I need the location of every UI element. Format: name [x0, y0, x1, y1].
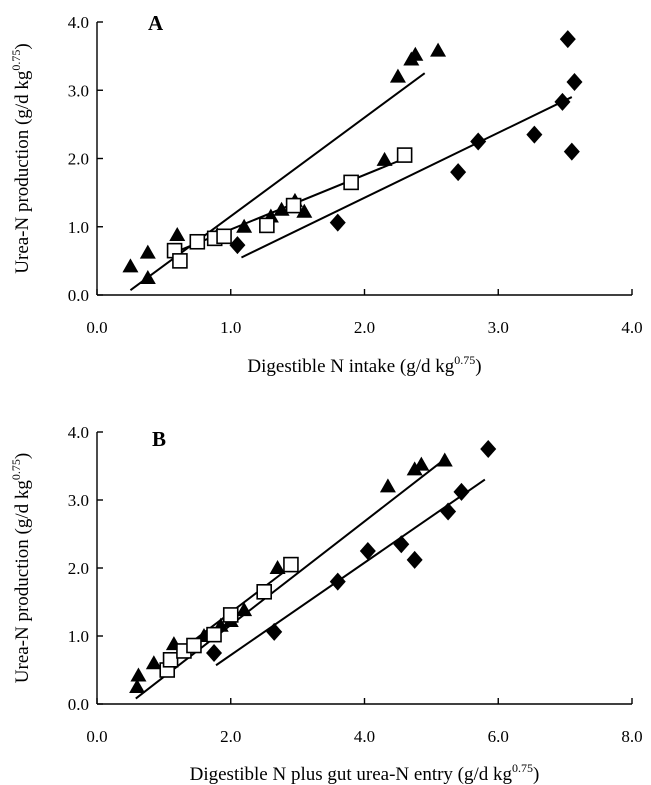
y-axis-title-close: )	[12, 453, 33, 459]
x-tick-label: 8.0	[621, 727, 642, 746]
y-tick-label: 1.0	[68, 627, 89, 646]
square-point	[343, 174, 359, 191]
y-tick-label: 2.0	[68, 150, 89, 169]
triangle-point	[139, 269, 156, 284]
square-point	[186, 637, 202, 654]
triangle-point	[430, 42, 447, 57]
diamond-point	[359, 542, 376, 560]
square-point	[256, 583, 272, 600]
y-tick-label: 0.0	[68, 695, 89, 714]
x-tick-label: 2.0	[220, 727, 241, 746]
y-axis-title: Urea-N production (g/d kg0.75)	[9, 453, 33, 683]
diamond-point	[559, 30, 576, 49]
triangle-point	[145, 655, 162, 670]
triangle-point	[413, 456, 430, 471]
y-tick-label: 2.0	[68, 559, 89, 578]
panel-label: A	[148, 11, 164, 35]
y-tick-label: 3.0	[68, 491, 89, 510]
triangle-point	[389, 68, 406, 83]
x-axis-title-text: Digestible N plus gut urea-N entry (g/d …	[190, 764, 513, 785]
triangle-point	[129, 679, 146, 693]
triangle-point	[296, 203, 313, 218]
square-point	[206, 626, 222, 643]
y-axis-title-exponent: 0.75	[9, 459, 23, 480]
triangle-point	[436, 452, 453, 467]
panel-a: 0.0 1.0 2.0 3.0 4.0 0.0 1.0 2.0 3.0 4.0 A Digestibl…	[9, 11, 643, 377]
square-point	[162, 651, 179, 668]
diamond-point	[266, 622, 283, 641]
y-tick-label: 4.0	[68, 423, 89, 442]
square-point	[172, 253, 188, 269]
x-tick-label: 4.0	[621, 318, 642, 337]
diamond-point	[440, 502, 457, 521]
x-tick-label: 0.0	[86, 318, 107, 337]
diamond-point	[453, 482, 470, 501]
diamond-point	[480, 440, 497, 458]
square-point	[216, 228, 232, 245]
diamond-point	[329, 572, 346, 591]
diamond-point	[554, 92, 571, 111]
y-axis-title-text: Urea-N production (g/d kg	[12, 480, 33, 684]
diamond-point	[406, 550, 423, 569]
diamond-point	[470, 132, 487, 151]
x-tick-label: 6.0	[488, 727, 509, 746]
regression-line-diamond	[241, 96, 573, 259]
x-tick-label: 4.0	[354, 727, 375, 746]
square-point	[189, 233, 206, 250]
square-point	[259, 217, 275, 234]
square-point	[285, 197, 302, 214]
square-point	[396, 147, 413, 163]
series-open-square	[166, 147, 413, 269]
y-axis-title-text: Urea-N production (g/d kg	[12, 70, 33, 274]
diamond-point	[393, 535, 410, 554]
series-open-square	[159, 556, 299, 678]
regression-line-diamond	[215, 478, 486, 667]
y-tick-label: 4.0	[68, 13, 89, 32]
x-axis-title: Digestible N plus gut urea-N entry (g/d …	[190, 761, 540, 785]
diamond-point	[229, 236, 246, 255]
y-tick-label: 0.0	[68, 286, 89, 305]
diamond-point	[206, 644, 223, 662]
x-axis-title-text: Digestible N intake (g/d kg	[247, 356, 454, 377]
series-diamond	[206, 440, 497, 667]
y-axis-title-exponent: 0.75	[9, 50, 23, 71]
triangle-point	[139, 244, 156, 259]
x-tick-label: 3.0	[488, 318, 509, 337]
x-tick-label: 2.0	[354, 318, 375, 337]
triangle-point	[269, 560, 286, 574]
triangle-point	[376, 151, 393, 166]
diamond-point	[450, 163, 467, 182]
x-tick-label: 1.0	[220, 318, 241, 337]
x-axis-title: Digestible N intake (g/d kg0.75)	[247, 353, 481, 377]
x-axis-title-close: )	[475, 356, 481, 377]
regression-line-triangle	[135, 458, 446, 700]
triangle-point	[379, 478, 396, 493]
square-point	[222, 607, 239, 623]
x-axis-title-exponent: 0.75	[454, 353, 475, 367]
y-tick-label: 1.0	[68, 218, 89, 237]
y-axis-title-close: )	[12, 43, 33, 49]
y-tick-label: 3.0	[68, 81, 89, 100]
diamond-point	[526, 125, 543, 144]
x-axis-title-exponent: 0.75	[512, 761, 533, 775]
y-axis-title: Urea-N production (g/d kg0.75)	[9, 43, 33, 273]
diamond-point	[566, 73, 583, 92]
triangle-point	[169, 226, 186, 241]
panel-label: B	[152, 427, 166, 451]
diamond-point	[329, 213, 346, 232]
panel-b: 0.0 2.0 4.0 6.0 8.0 0.0 1.0 2.0 3.0 4.0 B Digestibl…	[9, 423, 643, 785]
triangle-point	[122, 258, 139, 273]
triangle-point	[236, 602, 253, 617]
x-axis-title-close: )	[533, 764, 539, 785]
triangle-point	[407, 46, 424, 61]
diamond-point	[563, 142, 580, 161]
series-diamond	[229, 30, 583, 259]
square-point	[283, 556, 299, 573]
x-tick-label: 0.0	[86, 727, 107, 746]
triangle-point	[130, 667, 147, 682]
triangle-point	[236, 218, 253, 233]
